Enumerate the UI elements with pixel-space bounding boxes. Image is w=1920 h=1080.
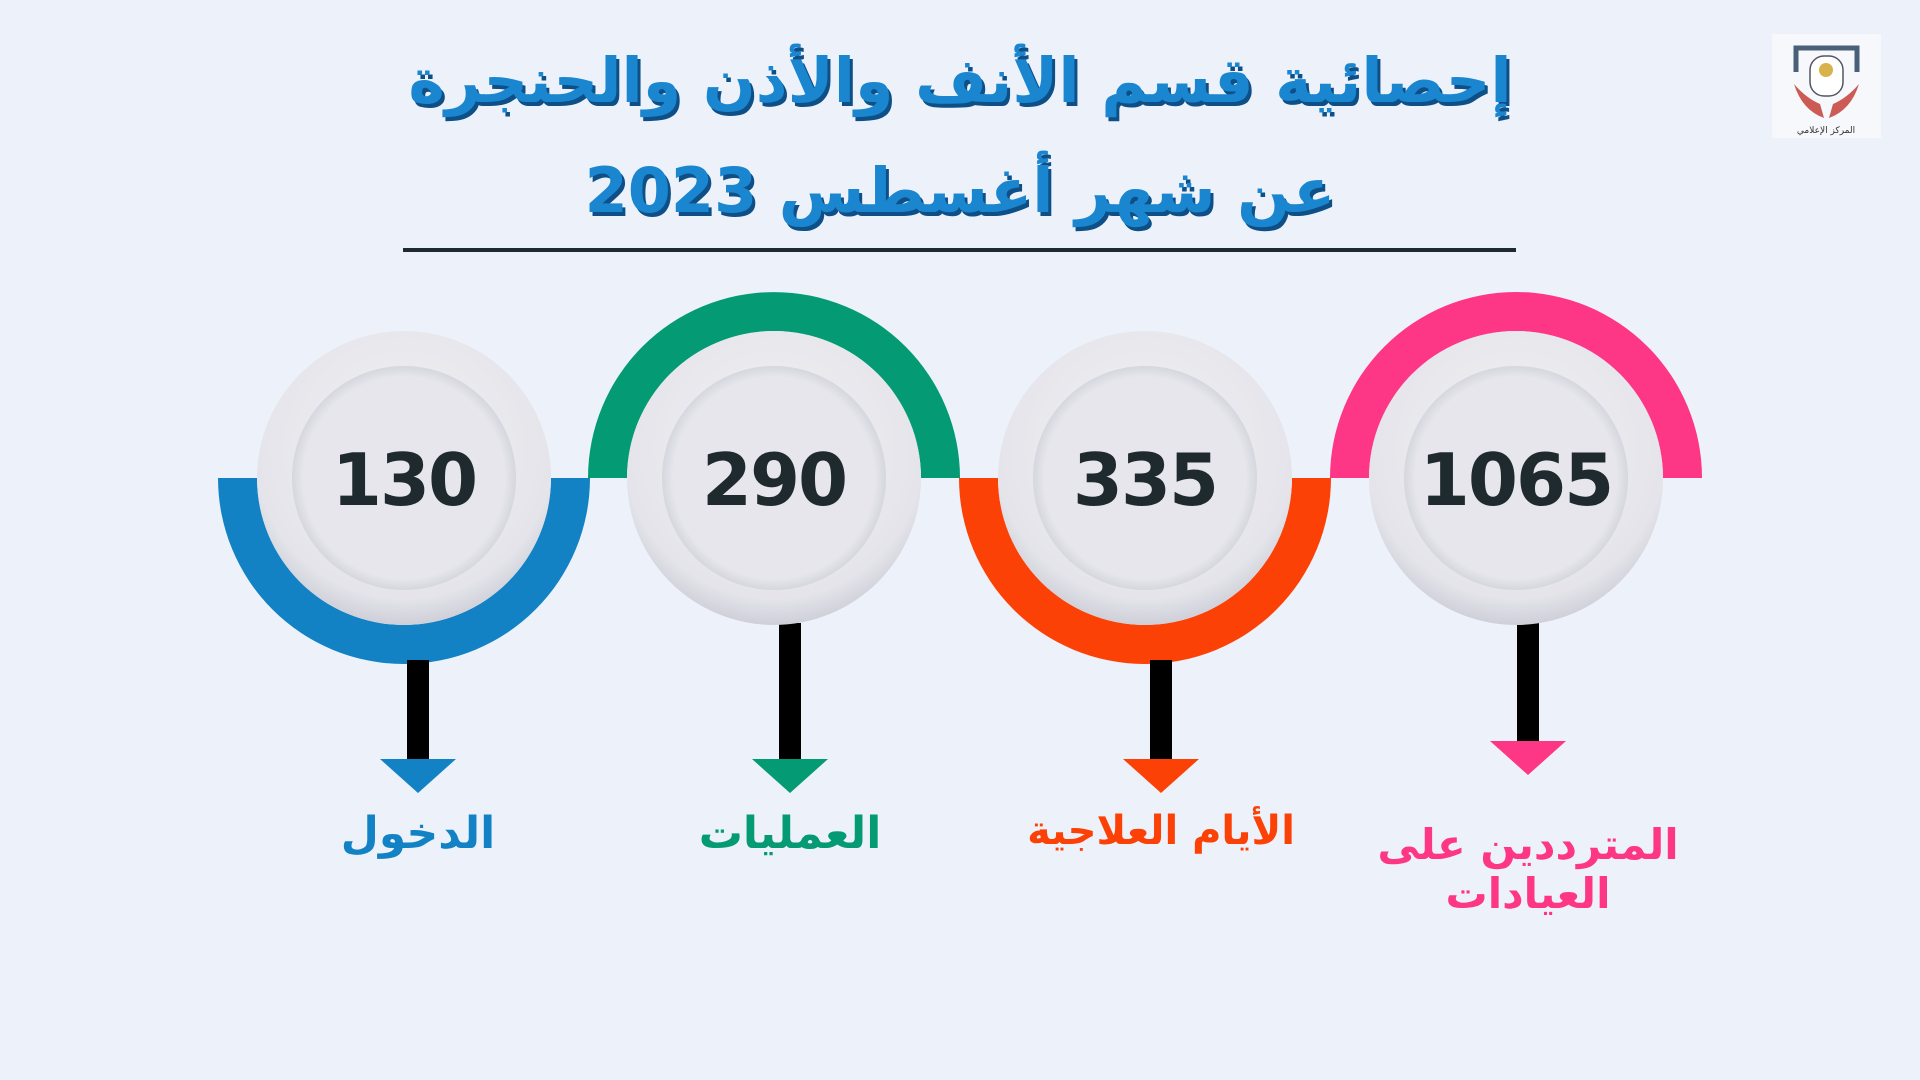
inner-disc <box>1404 366 1628 590</box>
stat-value-clinic-visitors: 1065 <box>1419 438 1614 522</box>
logo-text: المركز الإعلامي <box>1797 126 1855 136</box>
media-center-logo: المركز الإعلامي <box>1772 34 1881 138</box>
stat-label-treatment-days: الأيام العلاجية <box>1027 808 1295 854</box>
connector-stem <box>1150 660 1172 761</box>
arrow-down-icon <box>1123 759 1199 793</box>
title-divider <box>403 248 1516 252</box>
arrow-down-icon <box>1490 741 1566 775</box>
stat-label-admissions: الدخول <box>340 808 496 859</box>
inner-disc <box>1033 366 1257 590</box>
inner-disc <box>292 366 516 590</box>
stat-label-clinic-visitors: المترددين على العيادات <box>1377 820 1679 918</box>
half-ring-arc <box>1330 292 1702 478</box>
stat-value-operations: 290 <box>701 438 848 522</box>
connector-stem <box>1517 623 1539 743</box>
arrow-down-icon <box>752 759 828 793</box>
stat-value-admissions: 130 <box>331 438 478 522</box>
half-ring-arc <box>218 478 590 664</box>
half-ring-arc <box>588 292 960 478</box>
inner-disc <box>662 366 886 590</box>
title-line-2: عن شهر أغسطس 2023 <box>584 154 1336 227</box>
connector-stem <box>407 660 429 761</box>
connector-stem <box>779 623 801 761</box>
half-ring-arc <box>959 478 1331 664</box>
title-line-1: إحصائية قسم الأنف والأذن والحنجرة <box>408 44 1512 117</box>
stat-value-treatment-days: 335 <box>1072 438 1219 522</box>
stat-label-operations: العمليات <box>698 808 882 859</box>
arrow-down-icon <box>380 759 456 793</box>
